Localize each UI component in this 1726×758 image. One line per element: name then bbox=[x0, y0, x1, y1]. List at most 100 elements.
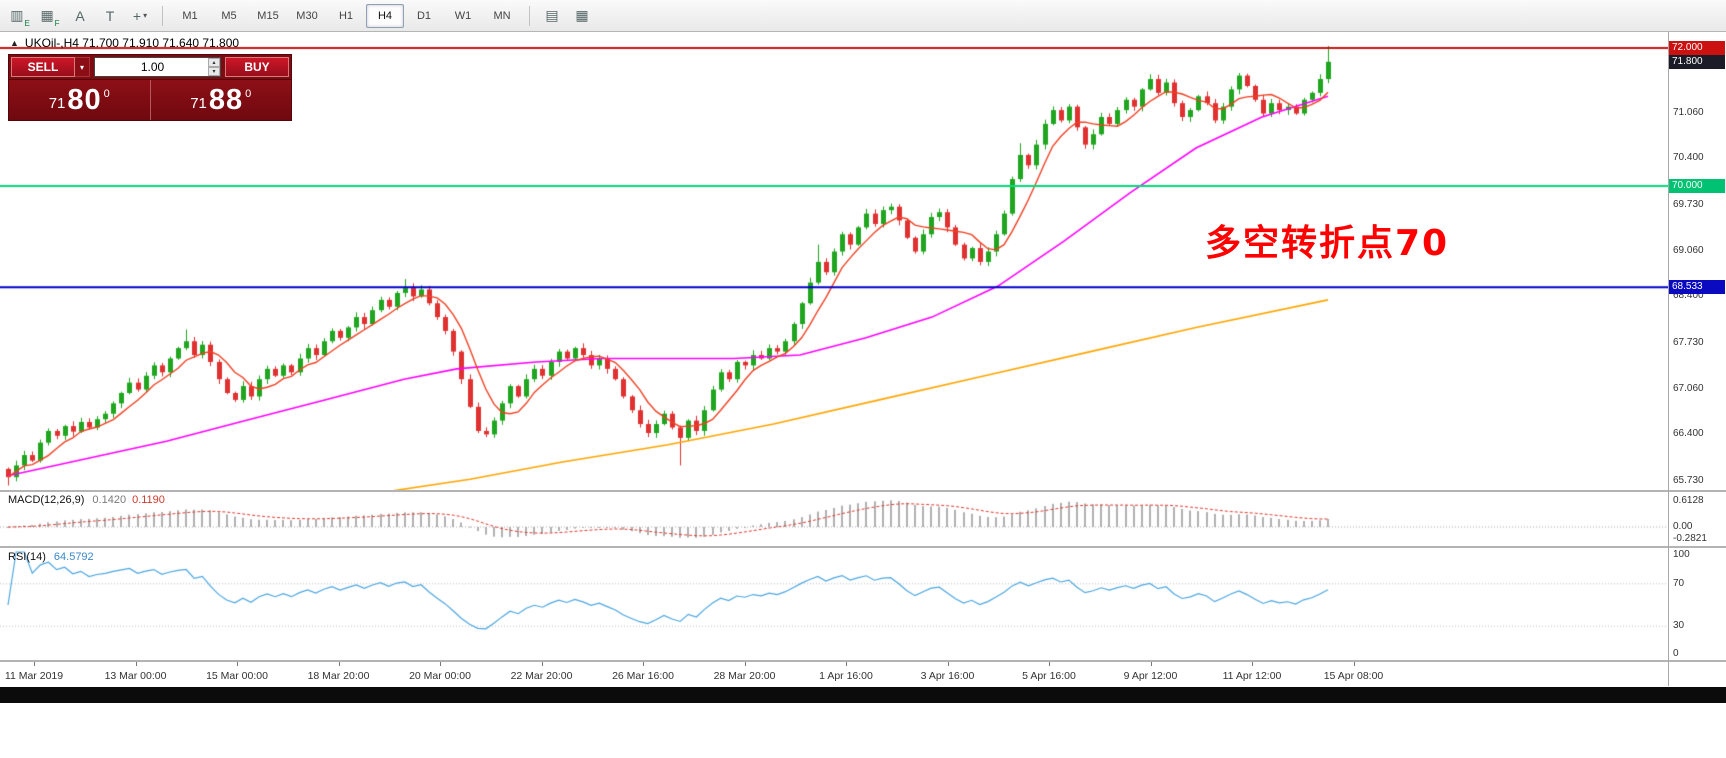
volume-increase-button[interactable]: ▴ bbox=[208, 58, 220, 67]
price-axis-label: 69.060 bbox=[1673, 244, 1704, 256]
indicators-icon-glyph: ▦ bbox=[40, 7, 54, 23]
rsi-axis-label: 30 bbox=[1673, 620, 1685, 632]
time-axis-label: 11 Mar 2019 bbox=[4, 670, 64, 682]
tf-button-h4[interactable]: H4 bbox=[366, 3, 404, 28]
sell-price-display[interactable]: 71 80 0 bbox=[9, 80, 151, 120]
panel-separator[interactable] bbox=[0, 660, 1726, 662]
buy-button[interactable]: BUY bbox=[225, 57, 289, 77]
time-axis-label: 15 Mar 00:00 bbox=[206, 670, 268, 682]
price-axis-label: 65.730 bbox=[1673, 474, 1704, 486]
toolbar: ▥ E ▦ F A T + ▾ M1 M5 M15 M30 H1 H4 D1 W1 MN ▤ ▦ bbox=[0, 0, 1726, 32]
sell-button[interactable]: SELL bbox=[11, 57, 75, 77]
macd-main-value: 0.1420 bbox=[92, 494, 127, 506]
rsi-label: RSI(14) 64.5792 bbox=[8, 551, 94, 563]
time-axis-tick bbox=[846, 662, 847, 666]
price-axis-label: 67.730 bbox=[1673, 336, 1704, 348]
macd-label: MACD(12,26,9) 0.1420 0.1190 bbox=[8, 494, 165, 506]
chart-mode-icon[interactable]: ▥ E bbox=[6, 3, 34, 29]
bottom-status-bar bbox=[0, 687, 1726, 703]
price-axis[interactable]: 71.73071.06070.40069.73069.06068.40067.7… bbox=[1669, 0, 1726, 758]
time-axis-tick bbox=[1049, 662, 1050, 666]
toolbar-icon-group-right: ▤ ▦ bbox=[538, 3, 596, 29]
time-axis[interactable]: 11 Mar 2019 13 Mar 00:00 15 Mar 00:00 18 Ma… bbox=[0, 662, 1668, 687]
buy-price-display[interactable]: 71 88 0 bbox=[151, 80, 292, 120]
price-axis-label: 67.060 bbox=[1673, 382, 1704, 394]
chevron-down-icon[interactable]: ▾ bbox=[143, 11, 148, 20]
volume-decrease-button[interactable]: ▾ bbox=[208, 67, 220, 76]
new-chart-icon[interactable]: ▤ bbox=[538, 3, 566, 29]
price-tag: 68.533 bbox=[1669, 280, 1725, 295]
macd-indicator-canvas[interactable] bbox=[0, 492, 1668, 546]
macd-axis-label: -0.2821 bbox=[1673, 532, 1707, 544]
toolbar-separator bbox=[529, 5, 530, 26]
indicators-icon-badge: F bbox=[54, 18, 60, 28]
chart-text-annotation[interactable]: 多空转折点70 bbox=[1205, 223, 1450, 264]
time-axis-tick bbox=[440, 662, 441, 666]
time-axis-tick bbox=[237, 662, 238, 666]
price-axis-label: 70.400 bbox=[1673, 152, 1704, 164]
time-axis-tick bbox=[34, 662, 35, 666]
rsi-axis-label: 100 bbox=[1673, 549, 1690, 560]
tf-button-m30[interactable]: M30 bbox=[296, 9, 318, 22]
one-click-panel-toggle[interactable]: ▲ bbox=[10, 38, 19, 48]
rsi-indicator-canvas[interactable] bbox=[0, 548, 1668, 660]
time-axis-label: 22 Mar 20:00 bbox=[510, 670, 573, 682]
price-axis-border bbox=[1668, 32, 1669, 686]
text-label-tool-icon[interactable]: A bbox=[66, 3, 94, 29]
panel-separator[interactable] bbox=[0, 490, 1726, 492]
panel-separator[interactable] bbox=[0, 546, 1726, 548]
sell-price-pips: 80 bbox=[67, 83, 102, 116]
text-box-tool-icon[interactable]: T bbox=[96, 3, 124, 29]
time-axis-label: 5 Apr 16:00 bbox=[1022, 670, 1076, 682]
price-tag: 70.000 bbox=[1669, 179, 1725, 193]
tf-button-h1[interactable]: H1 bbox=[338, 9, 354, 22]
price-axis-label: 66.400 bbox=[1673, 428, 1704, 440]
time-axis-label: 1 Apr 16:00 bbox=[819, 670, 873, 682]
time-axis-label: 11 Apr 12:00 bbox=[1222, 670, 1282, 682]
text-label-tool-icon-glyph: A bbox=[75, 7, 85, 24]
rsi-axis-label: 0 bbox=[1673, 648, 1679, 659]
price-axis-label: 68.400 bbox=[1673, 290, 1704, 302]
macd-axis-label: 0.6128 bbox=[1673, 495, 1704, 507]
window-layout-icon[interactable]: ▦ bbox=[568, 3, 596, 29]
tf-button-d1[interactable]: D1 bbox=[416, 9, 432, 22]
cursor-tool-icon-glyph: + bbox=[132, 7, 142, 24]
tf-button-m5[interactable]: M5 bbox=[221, 9, 237, 22]
text-box-tool-icon-glyph: T bbox=[105, 7, 115, 24]
time-axis-tick bbox=[135, 662, 137, 666]
time-axis-label: 3 Apr 16:00 bbox=[920, 670, 975, 682]
time-axis-tick bbox=[1353, 662, 1355, 666]
time-axis-tick bbox=[338, 662, 340, 666]
time-axis-label: 28 Mar 20:00 bbox=[713, 670, 776, 682]
buy-price-pips: 88 bbox=[208, 83, 244, 116]
time-axis-label: 13 Mar 00:00 bbox=[104, 670, 167, 682]
buy-price-whole: 71 bbox=[190, 95, 207, 112]
time-axis-tick bbox=[643, 662, 644, 666]
time-axis-tick bbox=[1150, 662, 1152, 666]
tf-button-m15[interactable]: M15 bbox=[257, 9, 279, 22]
sell-price-whole: 71 bbox=[48, 95, 66, 112]
tf-button-mn[interactable]: MN bbox=[493, 9, 511, 22]
tf-button-m1[interactable]: M1 bbox=[182, 9, 198, 22]
chart-mode-icon-glyph: ▥ bbox=[10, 7, 24, 23]
indicators-icon[interactable]: ▦ F bbox=[36, 3, 64, 29]
tf-button-w1[interactable]: W1 bbox=[454, 9, 472, 22]
new-chart-icon-glyph: ▤ bbox=[545, 7, 559, 23]
time-axis-label: 20 Mar 00:00 bbox=[409, 670, 471, 682]
price-tag: 71.800 bbox=[1669, 54, 1725, 69]
price-tag: 72.000 bbox=[1669, 41, 1725, 55]
time-axis-label: 9 Apr 12:00 bbox=[1123, 670, 1178, 682]
volume-input[interactable] bbox=[95, 58, 220, 76]
sell-price-fraction: 0 bbox=[103, 87, 110, 100]
time-axis-tick bbox=[744, 662, 746, 666]
time-axis-tick bbox=[1252, 662, 1253, 666]
window-layout-icon-glyph: ▦ bbox=[575, 7, 589, 23]
time-axis-tick bbox=[541, 662, 543, 666]
chart-mode-icon-badge: E bbox=[24, 18, 30, 28]
order-type-dropdown[interactable]: ▾ bbox=[75, 57, 90, 77]
time-axis-label: 26 Mar 16:00 bbox=[612, 670, 674, 682]
cursor-tool-icon[interactable]: + ▾ bbox=[126, 3, 154, 29]
price-axis-label: 71.060 bbox=[1673, 106, 1704, 118]
buy-price-fraction: 0 bbox=[245, 87, 252, 100]
